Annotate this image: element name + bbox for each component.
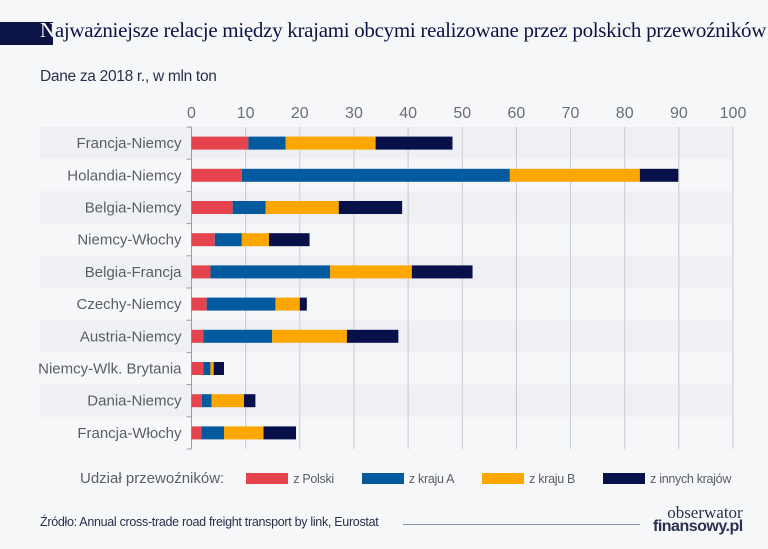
bar-segment xyxy=(203,329,273,343)
logo-line-1: obserwator xyxy=(667,503,743,522)
bar-segment xyxy=(191,168,242,182)
bar-segment xyxy=(211,394,245,408)
x-tick-label: 70 xyxy=(562,105,580,122)
legend-label: z Polski xyxy=(293,471,334,486)
legend-label: z kraju A xyxy=(408,471,455,486)
bar-segment xyxy=(244,394,256,408)
category-label: Francja-Niemcy xyxy=(76,135,182,152)
bar-segment xyxy=(272,329,347,343)
category-label: Niemcy-Włochy xyxy=(77,232,182,249)
x-tick-label: 90 xyxy=(670,105,688,122)
x-tick-label: 30 xyxy=(345,105,363,122)
footer-divider xyxy=(403,524,640,525)
bar-segment xyxy=(201,426,224,440)
bar-segment xyxy=(375,136,453,150)
logo-line-2: finansowy.pl xyxy=(653,517,743,535)
title-first-letter: N xyxy=(40,18,55,42)
category-label: Francja-Włochy xyxy=(77,425,182,442)
legend-item-z-innych-krajow: z innych krajów xyxy=(603,472,731,486)
legend: Udział przewoźników: z Polski z kraju A … xyxy=(80,470,759,487)
brand-logo: obserwator finansowy.pl xyxy=(653,503,743,535)
chart-subtitle: Dane za 2018 r., w mln ton xyxy=(40,68,217,85)
bar-segment xyxy=(210,265,331,279)
bar-segment xyxy=(191,426,202,440)
category-label: Czechy-Niemcy xyxy=(76,296,182,313)
bar-segment xyxy=(509,168,640,182)
bar-segment xyxy=(338,201,403,214)
bar-segment xyxy=(191,297,207,311)
category-label: Belgia-Francja xyxy=(85,264,182,281)
x-tick-label: 50 xyxy=(453,105,471,122)
bar-segment xyxy=(214,233,242,247)
bar-segment xyxy=(210,362,214,375)
legend-item-z-kraju-a: z kraju A xyxy=(361,471,455,486)
legend-label: z innych krajów xyxy=(650,471,732,486)
bar-segment xyxy=(411,265,473,279)
x-tick-label: 100 xyxy=(720,105,747,122)
bar-segment xyxy=(299,297,307,311)
bar-segment xyxy=(191,362,204,375)
x-tick-label: 0 xyxy=(187,105,196,122)
bar-segment xyxy=(241,168,510,182)
bar-segment xyxy=(275,297,300,311)
bar-segment xyxy=(263,426,297,440)
bar-segment xyxy=(191,394,202,408)
legend-swatch xyxy=(246,473,289,484)
legend-item-z-polski: z Polski xyxy=(246,472,334,486)
legend-item-z-kraju-b: z kraju B xyxy=(482,472,575,486)
bar-segment xyxy=(191,265,211,279)
x-tick-label: 40 xyxy=(399,105,417,122)
bar-segment xyxy=(223,426,264,440)
category-label: Austria-Niemcy xyxy=(80,328,182,345)
x-tick-label: 20 xyxy=(291,105,309,122)
legend-swatch xyxy=(361,473,404,484)
category-label: Niemcy-Wlk. Brytania xyxy=(38,361,182,378)
bar-segment xyxy=(639,168,679,182)
bar-segment xyxy=(201,394,212,408)
bar-segment xyxy=(191,201,233,214)
legend-swatch xyxy=(603,473,646,484)
bar-segment xyxy=(265,201,339,214)
bar-segment xyxy=(191,136,249,150)
source-note: Źródło: Annual cross-trade road freight … xyxy=(40,515,379,529)
category-labels: Francja-Niemcy Holandia-Niemcy Belgia-Niem… xyxy=(38,135,182,442)
bar-segment xyxy=(213,362,224,375)
bar-segment xyxy=(248,136,286,150)
bar-segment xyxy=(206,297,276,311)
row-band xyxy=(40,384,733,417)
bar-segment xyxy=(203,362,211,375)
chart-title: Najważniejsze relacje między krajami obc… xyxy=(40,18,766,43)
legend-title: Udział przewoźników: xyxy=(80,470,225,487)
x-tick-label: 60 xyxy=(508,105,526,122)
bar-segment xyxy=(330,265,412,279)
title-text: ajważniejsze relacje między krajami obcy… xyxy=(54,18,767,42)
bars xyxy=(191,136,679,440)
category-label: Belgia-Niemcy xyxy=(85,200,182,217)
category-label: Holandia-Niemcy xyxy=(67,167,182,184)
bar-segment xyxy=(241,233,269,247)
category-label: Dania-Niemcy xyxy=(87,393,182,410)
x-tick-label: 10 xyxy=(237,105,255,122)
title-accent-block xyxy=(0,22,53,45)
x-tick-labels: 0 10 20 30 40 50 60 70 80 90 100 xyxy=(187,105,746,122)
bar-segment xyxy=(285,136,376,150)
legend-swatch xyxy=(482,473,525,484)
bar-segment xyxy=(191,233,215,247)
x-tick-label: 80 xyxy=(616,105,634,122)
bar-segment xyxy=(268,233,310,247)
bar-segment xyxy=(232,201,266,214)
bar-segment xyxy=(346,329,399,343)
legend-label: z kraju B xyxy=(529,471,576,486)
bar-segment xyxy=(191,329,204,343)
